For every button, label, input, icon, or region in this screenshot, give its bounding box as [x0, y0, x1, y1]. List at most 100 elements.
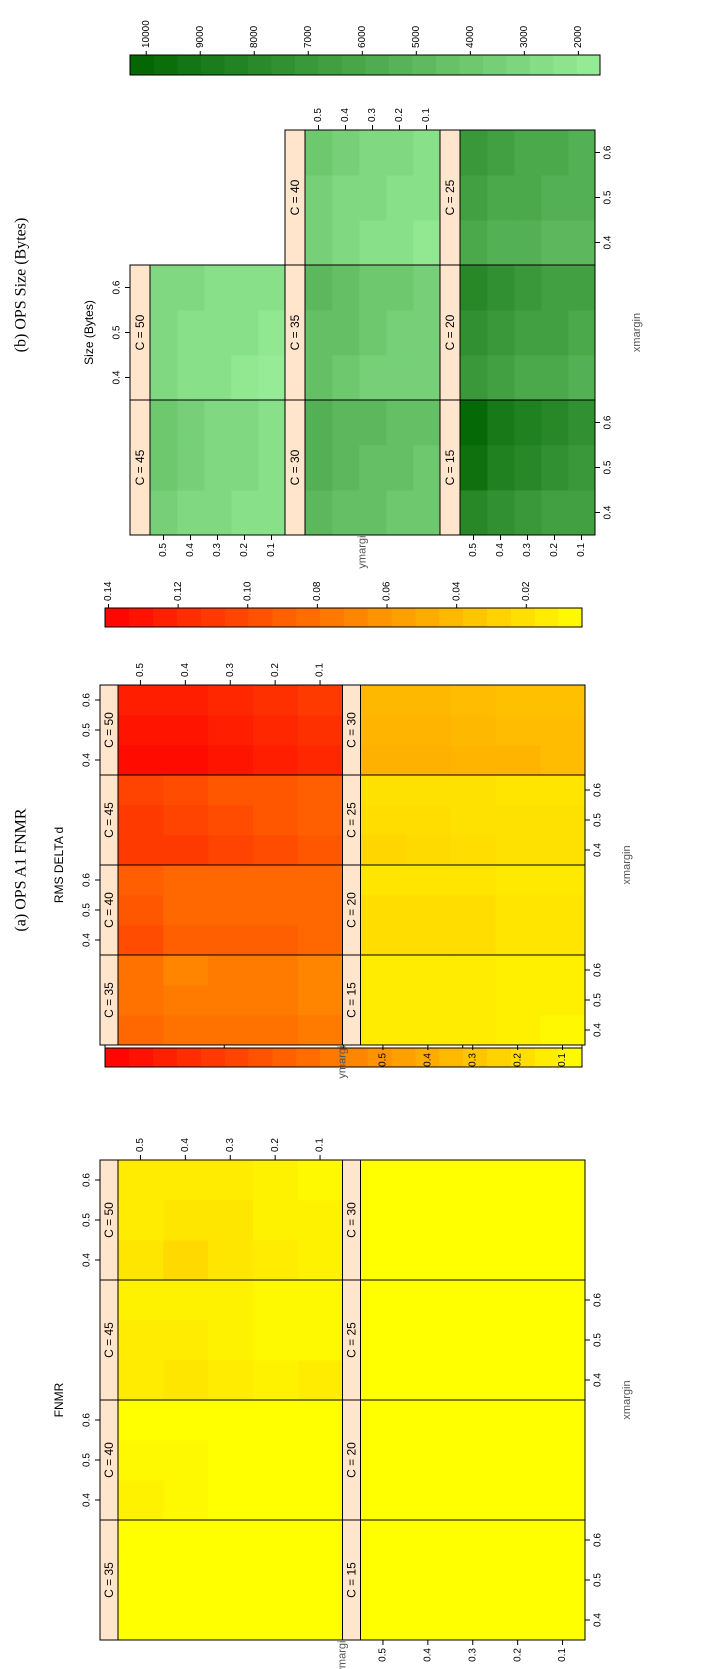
- strip-label: C = 35: [102, 1562, 116, 1598]
- y-tick-label: 0.4: [180, 1138, 191, 1152]
- cell: [360, 985, 406, 1016]
- cell: [540, 1400, 586, 1441]
- cell: [297, 1160, 343, 1201]
- cell: [460, 400, 488, 446]
- cell: [540, 1240, 586, 1281]
- colorbar-step: [558, 1048, 583, 1067]
- cell: [118, 895, 164, 926]
- cell: [360, 1200, 406, 1241]
- cell: [540, 1360, 586, 1401]
- cell: [207, 805, 254, 836]
- strip-label: C = 25: [345, 1322, 359, 1358]
- cell: [540, 925, 586, 956]
- cell: [207, 1360, 254, 1401]
- y-tick-label: 0.5: [135, 663, 146, 677]
- cell: [360, 1280, 406, 1321]
- x-tick-label: 0.4: [593, 1023, 604, 1037]
- colorbar-step: [435, 55, 460, 75]
- y-tick-label: 0.5: [468, 543, 479, 557]
- cell: [118, 835, 164, 866]
- colorbar-step: [318, 55, 342, 75]
- cell: [162, 835, 209, 866]
- cell: [540, 1015, 586, 1046]
- cell: [305, 175, 333, 221]
- cell: [495, 685, 541, 716]
- cell: [332, 490, 360, 536]
- cell: [460, 445, 488, 491]
- x-tick-label: 0.4: [593, 1613, 604, 1627]
- cell: [207, 1240, 254, 1281]
- strip-label: C = 45: [102, 802, 116, 838]
- cell: [540, 1160, 586, 1201]
- strip-label: C = 20: [443, 314, 457, 350]
- cell: [258, 400, 286, 446]
- y-tick-label: 0.4: [495, 543, 506, 557]
- cell: [413, 265, 441, 311]
- cell: [305, 265, 333, 311]
- cell: [540, 1560, 586, 1601]
- y-tick-label: 0.4: [180, 663, 191, 677]
- cell: [540, 715, 586, 746]
- cell: [297, 1560, 343, 1601]
- cell: [162, 1480, 209, 1521]
- cell: [305, 130, 333, 176]
- cell: [305, 220, 333, 266]
- cell: [207, 1520, 254, 1561]
- cell: [450, 715, 496, 746]
- cell: [460, 310, 488, 356]
- cell: [495, 775, 541, 806]
- colorbar-step: [224, 1048, 249, 1067]
- cell: [405, 1600, 451, 1641]
- cell: [540, 1280, 586, 1321]
- cell: [540, 1440, 586, 1481]
- cell: [540, 985, 586, 1016]
- cell: [118, 715, 164, 746]
- cell: [207, 925, 254, 956]
- colorbar-step: [176, 608, 201, 627]
- cell: [297, 775, 343, 806]
- cell: [252, 1600, 298, 1641]
- cell: [405, 1015, 451, 1046]
- cell: [495, 1400, 541, 1441]
- strip-label: C = 35: [102, 982, 116, 1018]
- y-tick-label: 0.4: [422, 1648, 433, 1662]
- cell: [150, 490, 178, 536]
- cell: [297, 1200, 343, 1241]
- colorbar-step: [130, 55, 154, 75]
- colorbar-step: [200, 55, 225, 75]
- cell: [413, 490, 441, 536]
- cell: [207, 715, 254, 746]
- strip-label: C = 40: [102, 1442, 116, 1478]
- cell: [162, 1560, 209, 1601]
- cell: [495, 1015, 541, 1046]
- cell: [252, 1360, 298, 1401]
- cell: [207, 1440, 254, 1481]
- cell: [118, 1400, 164, 1441]
- cell: [540, 685, 586, 716]
- cell: [150, 310, 178, 356]
- cell: [386, 490, 414, 536]
- cell: [360, 1600, 406, 1641]
- x-tick-label: 0.4: [82, 753, 93, 767]
- cell: [204, 445, 232, 491]
- colorbar-step: [343, 1048, 368, 1067]
- cell: [118, 805, 164, 836]
- cell: [450, 1440, 496, 1481]
- cell: [450, 1280, 496, 1321]
- colorbar-tick-label: 6000: [357, 25, 368, 48]
- cell: [360, 745, 406, 776]
- cell: [360, 1560, 406, 1601]
- cell: [487, 130, 515, 176]
- cell: [118, 1360, 164, 1401]
- x-tick-label: 0.6: [82, 693, 93, 707]
- cell: [252, 895, 298, 926]
- cell: [487, 490, 515, 536]
- cell: [162, 1600, 209, 1641]
- colorbar-step: [224, 608, 249, 627]
- cell: [487, 445, 515, 491]
- colorbar-step: [388, 55, 413, 75]
- x-tick-label: 0.4: [82, 1493, 93, 1507]
- cell: [118, 1280, 164, 1321]
- strip-label: C = 25: [345, 802, 359, 838]
- cell: [118, 865, 164, 896]
